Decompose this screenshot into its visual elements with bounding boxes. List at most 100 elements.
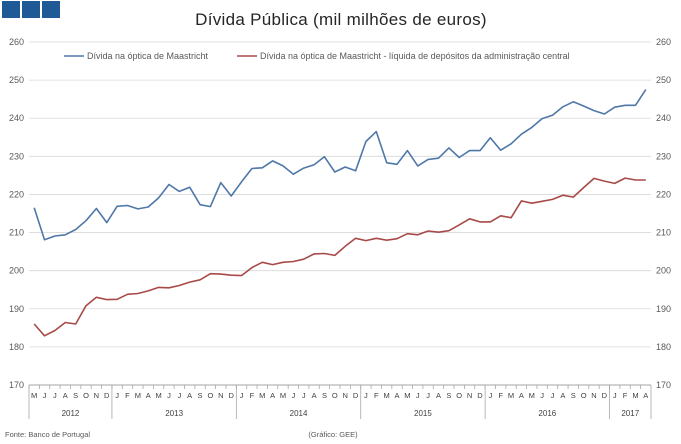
x-year-label: 2012 [62, 409, 80, 418]
x-month-label: S [322, 391, 327, 400]
x-month-label: O [332, 391, 338, 400]
x-month-label: D [228, 391, 234, 400]
x-month-label: J [426, 391, 430, 400]
logo-square-1 [2, 1, 20, 18]
y-tick-label-left: 200 [9, 266, 24, 276]
x-year-label: 2017 [621, 409, 639, 418]
x-month-label: N [467, 391, 472, 400]
x-month-label: M [135, 391, 141, 400]
y-tick-label-left: 210 [9, 228, 24, 238]
y-tick-label-left: 230 [9, 151, 24, 161]
x-month-label: F [374, 391, 379, 400]
x-year-label: 2014 [290, 409, 308, 418]
x-month-label: F [623, 391, 628, 400]
logo [2, 1, 60, 18]
y-tick-label-right: 170 [656, 380, 671, 390]
x-month-label: M [529, 391, 535, 400]
x-month-label: A [146, 391, 151, 400]
series-line-maastricht [33, 89, 647, 241]
x-month-label: J [43, 391, 47, 400]
x-month-label: O [456, 391, 462, 400]
x-month-label: O [207, 391, 213, 400]
y-tick-label-right: 200 [656, 266, 671, 276]
x-month-label: J [177, 391, 181, 400]
x-month-label: M [404, 391, 410, 400]
x-month-label: A [187, 391, 192, 400]
y-tick-label-left: 220 [9, 189, 24, 199]
x-year-label: 2015 [414, 409, 432, 418]
x-month-label: O [83, 391, 89, 400]
x-month-label: A [643, 391, 648, 400]
x-month-label: M [384, 391, 390, 400]
x-month-label: J [53, 391, 57, 400]
y-tick-label-left: 240 [9, 113, 24, 123]
x-month-label: O [581, 391, 587, 400]
x-month-label: M [632, 391, 638, 400]
x-month-label: J [364, 391, 368, 400]
logo-square-2 [22, 1, 40, 18]
legend-label-maastricht: Dívida na óptica de Maastricht [87, 51, 209, 61]
series-line-net-deposits [33, 177, 646, 337]
x-month-label: M [31, 391, 37, 400]
x-month-label: S [571, 391, 576, 400]
x-year-label: 2016 [538, 409, 556, 418]
y-tick-label-right: 260 [656, 37, 671, 47]
chart-title: Dívida Pública (mil milhões de euros) [195, 10, 487, 29]
source-note: Fonte: Banco de Portugal [5, 430, 90, 439]
y-tick-label-right: 190 [656, 304, 671, 314]
x-month-label: A [560, 391, 565, 400]
x-month-label: J [416, 391, 420, 400]
x-month-label: A [395, 391, 400, 400]
x-month-label: M [280, 391, 286, 400]
x-month-label: J [302, 391, 306, 400]
y-tick-label-right: 250 [656, 75, 671, 85]
x-month-label: J [551, 391, 555, 400]
x-month-label: J [167, 391, 171, 400]
x-month-label: N [94, 391, 99, 400]
x-month-label: S [73, 391, 78, 400]
x-month-label: D [602, 391, 608, 400]
x-month-label: S [198, 391, 203, 400]
x-year-label: 2013 [165, 409, 183, 418]
y-tick-label-right: 240 [656, 113, 671, 123]
x-month-label: S [446, 391, 451, 400]
y-tick-label-left: 190 [9, 304, 24, 314]
y-tick-label-right: 230 [656, 151, 671, 161]
x-month-label: A [436, 391, 441, 400]
x-month-label: N [591, 391, 596, 400]
x-month-label: M [155, 391, 161, 400]
legend-label-net-deposits: Dívida na óptica de Maastricht - líquida… [260, 51, 570, 61]
y-tick-label-right: 210 [656, 228, 671, 238]
x-month-label: M [259, 391, 265, 400]
x-month-label: N [218, 391, 223, 400]
x-month-label: N [342, 391, 347, 400]
y-tick-label-right: 180 [656, 342, 671, 352]
x-month-label: J [540, 391, 544, 400]
x-month-label: J [488, 391, 492, 400]
x-month-label: F [250, 391, 255, 400]
x-month-label: M [508, 391, 514, 400]
x-month-label: J [240, 391, 244, 400]
credit-note: (Gráfico: GEE) [308, 430, 358, 439]
x-month-label: F [498, 391, 503, 400]
x-month-label: D [477, 391, 483, 400]
legend: Dívida na óptica de Maastricht Dívida na… [64, 51, 570, 61]
x-month-label: A [63, 391, 68, 400]
x-month-label: D [104, 391, 110, 400]
x-month-label: D [353, 391, 359, 400]
x-month-label: J [613, 391, 617, 400]
y-tick-label-left: 170 [9, 380, 24, 390]
x-month-label: F [125, 391, 130, 400]
y-tick-label-left: 260 [9, 37, 24, 47]
x-month-label: J [115, 391, 119, 400]
x-month-label: A [312, 391, 317, 400]
y-tick-label-left: 180 [9, 342, 24, 352]
y-tick-label-right: 220 [656, 189, 671, 199]
plot-area: 170 170 180 180 190 190 200 200 210 210 220 220 230 2… [9, 37, 671, 419]
y-tick-label-left: 250 [9, 75, 24, 85]
x-month-label: A [519, 391, 524, 400]
logo-square-3 [42, 1, 60, 18]
x-month-label: J [291, 391, 295, 400]
x-month-label: A [270, 391, 275, 400]
